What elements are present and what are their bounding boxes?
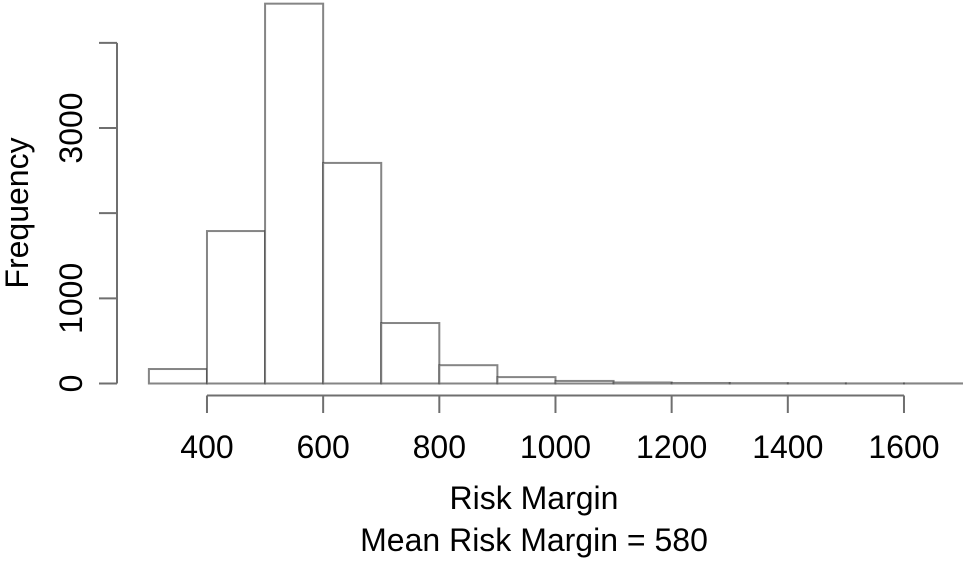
x-tick-label: 1400 <box>752 429 823 465</box>
y-tick-label: 0 <box>53 375 89 393</box>
histogram-bar <box>264 2 325 385</box>
x-axis: 400 600 800 1000 1200 1400 1600 <box>180 394 940 465</box>
bars-group <box>147 2 963 385</box>
histogram-bar <box>554 379 615 385</box>
x-axis-title: Risk Margin <box>450 480 619 516</box>
x-tick-label: 1200 <box>636 429 707 465</box>
histogram-bar <box>670 381 731 385</box>
y-tick-label: 3000 <box>53 92 89 163</box>
x-tick-label: 800 <box>413 429 466 465</box>
y-axis-title: Frequency <box>0 137 35 288</box>
histogram-bar <box>438 364 499 385</box>
y-axis: 0 1000 3000 <box>53 41 118 393</box>
x-axis-subtitle: Mean Risk Margin = 580 <box>360 522 708 558</box>
x-tick-label: 600 <box>296 429 349 465</box>
histogram-bar <box>496 376 557 385</box>
x-tick-label: 400 <box>180 429 233 465</box>
y-tick-label: 1000 <box>53 263 89 334</box>
histogram-bar <box>612 381 673 385</box>
x-tick-label: 1600 <box>868 429 939 465</box>
histogram-bar <box>205 230 267 385</box>
x-tick-label: 1000 <box>520 429 591 465</box>
histogram-bar <box>322 161 383 385</box>
histogram-bar <box>147 368 208 385</box>
histogram-bar <box>380 322 441 385</box>
